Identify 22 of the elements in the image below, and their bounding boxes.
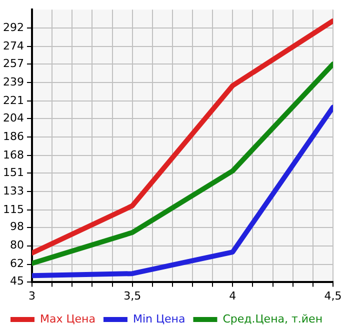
x-tick-label: 4,5 xyxy=(324,289,342,302)
legend-label: Max Цена xyxy=(40,312,96,326)
y-tick-label: 204 xyxy=(2,111,24,124)
y-tick-label: 292 xyxy=(2,20,24,34)
y-tick-label: 168 xyxy=(2,148,24,162)
y-tick-label: 62 xyxy=(10,257,24,270)
y-tick-label: 80 xyxy=(10,238,24,252)
y-tick-label: 186 xyxy=(2,130,24,143)
y-tick-label: 257 xyxy=(2,56,24,70)
y-tick-label: 133 xyxy=(2,184,24,198)
y-tick-label: 221 xyxy=(2,94,24,107)
x-tick-label: 3 xyxy=(28,289,36,302)
x-tick-label: 4 xyxy=(229,289,236,302)
y-tick-label: 274 xyxy=(2,39,24,52)
y-tick-label: 151 xyxy=(2,166,24,179)
y-tick-label: 239 xyxy=(2,75,24,88)
legend-label: Min Цена xyxy=(132,312,186,326)
legend-label: Сред.Цена, т.йен xyxy=(222,312,323,326)
x-tick-label: 3,5 xyxy=(124,289,142,302)
y-tick-label: 98 xyxy=(10,220,24,234)
y-tick-label: 45 xyxy=(10,274,24,288)
y-tick-label: 115 xyxy=(2,202,24,216)
